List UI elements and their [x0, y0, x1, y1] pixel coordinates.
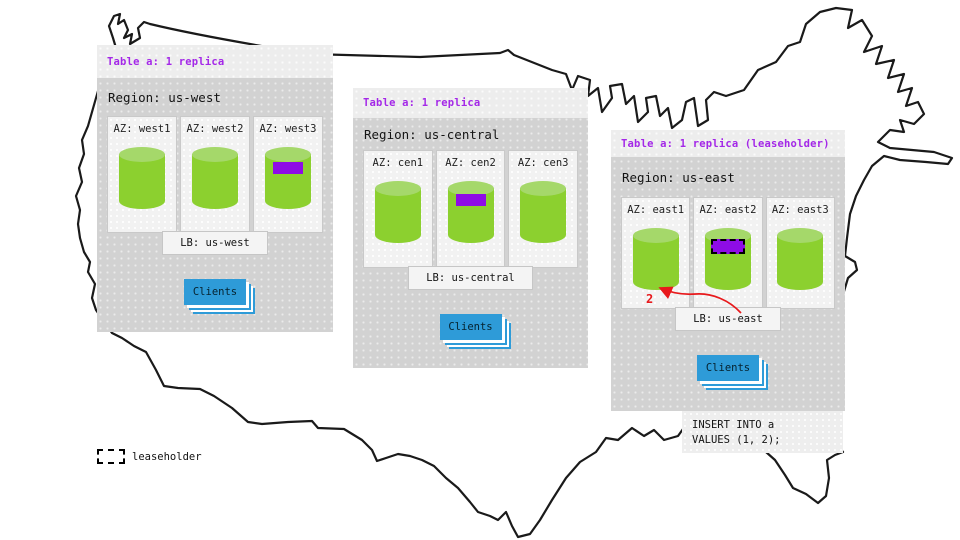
replica-badge [455, 194, 486, 206]
table-replica-header: Table a: 1 replica [353, 88, 588, 118]
az-column-cen1: AZ: cen1 [363, 150, 433, 268]
leaseholder-badge [710, 239, 745, 254]
az-row: AZ: cen1 AZ: cen2 AZ: cen3 [363, 150, 579, 268]
database-cylinder-icon [777, 228, 824, 290]
load-balancer-box: LB: us-west [162, 231, 268, 255]
az-column-west1: AZ: west1 [107, 116, 177, 233]
database-cylinder-icon [632, 228, 679, 290]
az-row: AZ: east1 AZ: east2 AZ: east3 [621, 197, 835, 309]
dashed-rectangle-icon [97, 449, 125, 464]
az-label: AZ: east1 [627, 204, 685, 216]
cylinder-body [777, 235, 824, 290]
sql-line-1: INSERT INTO a [692, 419, 775, 431]
region-title: Region: us-west [108, 89, 221, 105]
az-label: AZ: west1 [113, 123, 171, 135]
database-cylinder-icon [704, 228, 751, 290]
table-replica-header: Table a: 1 replica (leaseholder) [611, 130, 845, 157]
clients-button[interactable]: Clients [697, 355, 759, 381]
az-column-east3: AZ: east3 [765, 197, 835, 309]
insert-sql-box: INSERT INTO a VALUES (1, 2); [682, 411, 843, 453]
region-panel-us-central: Table a: 1 replica Region: us-central AZ… [353, 88, 588, 368]
cylinder-top [374, 181, 421, 196]
load-balancer-box: LB: us-central [408, 266, 533, 290]
database-cylinder-icon [265, 147, 311, 209]
cylinder-body [192, 154, 238, 209]
az-column-west2: AZ: west2 [180, 116, 250, 233]
az-column-east1: AZ: east1 [621, 197, 691, 309]
cylinder-body [119, 154, 165, 209]
az-label: AZ: cen1 [372, 157, 424, 169]
az-label: AZ: cen2 [445, 157, 496, 169]
az-label: AZ: east3 [771, 204, 829, 216]
az-label: AZ: west3 [259, 123, 317, 135]
cylinder-top [192, 147, 238, 162]
database-cylinder-icon [447, 181, 494, 243]
az-label: AZ: west2 [186, 123, 244, 135]
cylinder-top [447, 181, 494, 196]
az-row: AZ: west1 AZ: west2 AZ: west3 [107, 116, 323, 233]
cylinder-top [777, 228, 824, 243]
cylinder-top [632, 228, 679, 243]
cylinder-body [520, 188, 567, 243]
cylinder-body [374, 188, 421, 243]
sql-line-2: VALUES (1, 2); [692, 434, 781, 446]
cylinder-top [265, 147, 311, 162]
database-cylinder-icon [192, 147, 238, 209]
region-title: Region: us-central [364, 126, 500, 142]
az-label: AZ: cen3 [517, 157, 569, 169]
clients-button[interactable]: Clients [184, 279, 246, 305]
clients-button[interactable]: Clients [439, 314, 502, 340]
cylinder-body [632, 235, 679, 290]
az-column-west3: AZ: west3 [253, 116, 323, 233]
az-column-cen3: AZ: cen3 [508, 150, 579, 268]
legend-label: leaseholder [132, 450, 202, 463]
cylinder-top [119, 147, 165, 162]
region-panel-us-east: Table a: 1 replica (leaseholder) Region:… [611, 130, 845, 411]
load-balancer-box: LB: us-east [675, 307, 781, 331]
region-panel-us-west: Table a: 1 replica Region: us-west AZ: w… [97, 45, 333, 332]
table-replica-label: Table a: 1 replica [107, 55, 225, 68]
database-cylinder-icon [520, 181, 567, 243]
az-label: AZ: east2 [699, 204, 757, 216]
table-replica-label: Table a: 1 replica [363, 97, 481, 109]
table-replica-label: Table a: 1 replica (leaseholder) [621, 137, 830, 150]
region-title: Region: us-east [622, 169, 735, 185]
database-cylinder-icon [119, 147, 165, 209]
database-cylinder-icon [374, 181, 421, 243]
az-column-east2: AZ: east2 [693, 197, 763, 309]
replica-badge [273, 162, 303, 174]
az-column-cen2: AZ: cen2 [435, 150, 506, 268]
leaseholder-legend: leaseholder [97, 449, 202, 464]
table-replica-header: Table a: 1 replica [97, 45, 333, 78]
cylinder-top [520, 181, 567, 196]
